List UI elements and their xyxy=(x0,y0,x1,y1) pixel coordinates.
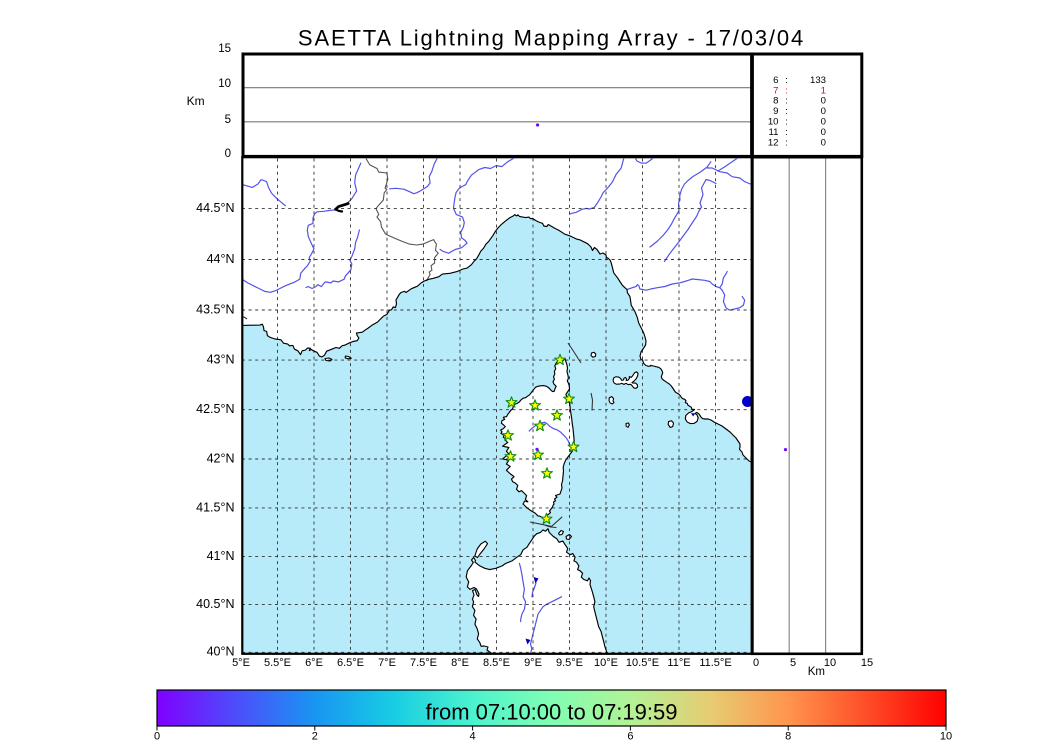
svg-text:7: 7 xyxy=(773,85,778,96)
svg-text:11.5°E: 11.5°E xyxy=(699,657,731,669)
svg-text:0: 0 xyxy=(154,731,160,743)
svg-text:7°E: 7°E xyxy=(378,657,396,669)
svg-text:43°N: 43°N xyxy=(207,353,235,367)
svg-text:0: 0 xyxy=(225,148,231,160)
svg-text:11°E: 11°E xyxy=(667,657,690,669)
svg-text::: : xyxy=(785,85,788,96)
svg-text::: : xyxy=(785,96,788,107)
svg-text:6°E: 6°E xyxy=(305,657,323,669)
svg-text:1: 1 xyxy=(821,85,826,96)
svg-text:4: 4 xyxy=(470,731,476,743)
svg-text:2: 2 xyxy=(312,731,318,743)
svg-text:6: 6 xyxy=(773,75,778,86)
svg-text:9: 9 xyxy=(773,106,778,117)
svg-text:from 07:10:00 to 07:19:59: from 07:10:00 to 07:19:59 xyxy=(426,700,678,725)
svg-text:9.5°E: 9.5°E xyxy=(556,657,583,669)
svg-text:133: 133 xyxy=(810,75,826,86)
svg-text:7.5°E: 7.5°E xyxy=(410,657,437,669)
svg-text:8.5°E: 8.5°E xyxy=(483,657,510,669)
svg-text::: : xyxy=(785,106,788,117)
svg-text:44°N: 44°N xyxy=(207,252,235,266)
svg-text:SAETTA Lightning Mapping Array: SAETTA Lightning Mapping Array - 17/03/0… xyxy=(298,26,805,51)
svg-text:0: 0 xyxy=(753,657,759,669)
svg-text:40.5°N: 40.5°N xyxy=(196,597,234,611)
svg-text:5: 5 xyxy=(225,114,231,126)
svg-text:6.5°E: 6.5°E xyxy=(337,657,364,669)
svg-text:43.5°N: 43.5°N xyxy=(196,302,234,316)
svg-text:Km: Km xyxy=(808,666,825,678)
svg-text:8: 8 xyxy=(773,96,778,107)
svg-text::: : xyxy=(785,138,788,149)
svg-text:11: 11 xyxy=(769,127,779,138)
svg-text::: : xyxy=(785,117,788,128)
svg-text:10: 10 xyxy=(218,78,231,90)
svg-text:0: 0 xyxy=(821,96,826,107)
svg-text:42°N: 42°N xyxy=(207,451,235,465)
svg-text:6: 6 xyxy=(627,731,633,743)
svg-text:40°N: 40°N xyxy=(207,645,235,659)
svg-text:8: 8 xyxy=(785,731,791,743)
svg-text:Km: Km xyxy=(187,94,205,108)
svg-text:44.5°N: 44.5°N xyxy=(196,201,234,215)
svg-text:10: 10 xyxy=(824,657,836,669)
svg-text:41°N: 41°N xyxy=(207,549,235,563)
svg-text:41.5°N: 41.5°N xyxy=(196,500,234,514)
svg-text::: : xyxy=(785,75,788,86)
svg-text:15: 15 xyxy=(218,43,231,55)
svg-text:5.5°E: 5.5°E xyxy=(264,657,291,669)
svg-text:10: 10 xyxy=(768,117,779,128)
svg-text:42.5°N: 42.5°N xyxy=(196,402,234,416)
svg-text:15: 15 xyxy=(861,657,873,669)
svg-text:12: 12 xyxy=(768,138,779,149)
svg-text:5°E: 5°E xyxy=(232,657,250,669)
svg-text:8°E: 8°E xyxy=(451,657,469,669)
svg-text:5: 5 xyxy=(790,657,796,669)
svg-text:9°E: 9°E xyxy=(524,657,542,669)
svg-text:10.5°E: 10.5°E xyxy=(626,657,659,669)
svg-text:0: 0 xyxy=(821,127,826,138)
svg-text::: : xyxy=(785,127,788,138)
svg-text:0: 0 xyxy=(821,117,826,128)
svg-text:10: 10 xyxy=(940,731,952,743)
svg-text:0: 0 xyxy=(821,106,826,117)
svg-text:0: 0 xyxy=(821,138,826,149)
svg-text:10°E: 10°E xyxy=(594,657,618,669)
